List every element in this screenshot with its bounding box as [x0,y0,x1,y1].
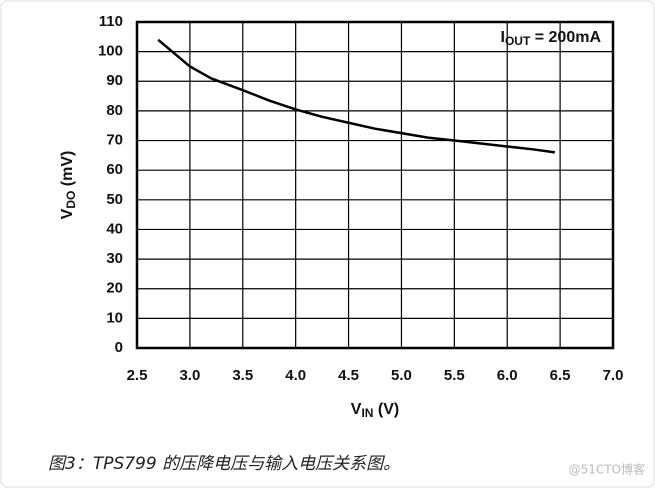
y-tick-label: 10 [106,309,123,326]
x-tick-label: 5.0 [391,367,412,384]
x-tick-label: 3.0 [179,367,200,384]
x-tick-label: 6.0 [497,367,518,384]
x-tick-label: 6.5 [550,367,571,384]
grid [136,21,614,349]
y-tick-label: 0 [115,339,123,356]
x-tick-label: 3.5 [232,367,253,384]
y-tick-label: 50 [106,191,123,208]
data-line [157,38,555,154]
y-tick-label: 30 [106,250,123,267]
plot-frame [135,20,615,350]
y-axis-label: VDO (mV) [59,151,78,220]
annotation: IOUT = 200mA [500,29,601,48]
x-tick-label: 4.5 [338,367,359,384]
x-tick-label: 4.0 [285,367,306,384]
x-tick-label: 5.5 [444,367,465,384]
y-tick-label: 60 [106,161,123,178]
x-axis-label: VIN (V) [351,401,399,420]
x-tick-label: 2.5 [127,367,148,384]
y-tick-label: 90 [106,72,123,89]
caption: 图3：TPS799 的压降电压与输入电压关系图。 [48,454,400,474]
y-tick-label: 100 [98,43,123,60]
y-tick-label: 20 [106,280,123,297]
y-tick-label: 70 [106,132,123,149]
watermark: @51CTO博客 [569,462,645,477]
y-tick-label: 80 [106,102,123,119]
x-tick-label: 7.0 [603,367,624,384]
y-tick-label: 40 [106,220,123,237]
y-tick-label: 110 [99,13,123,30]
